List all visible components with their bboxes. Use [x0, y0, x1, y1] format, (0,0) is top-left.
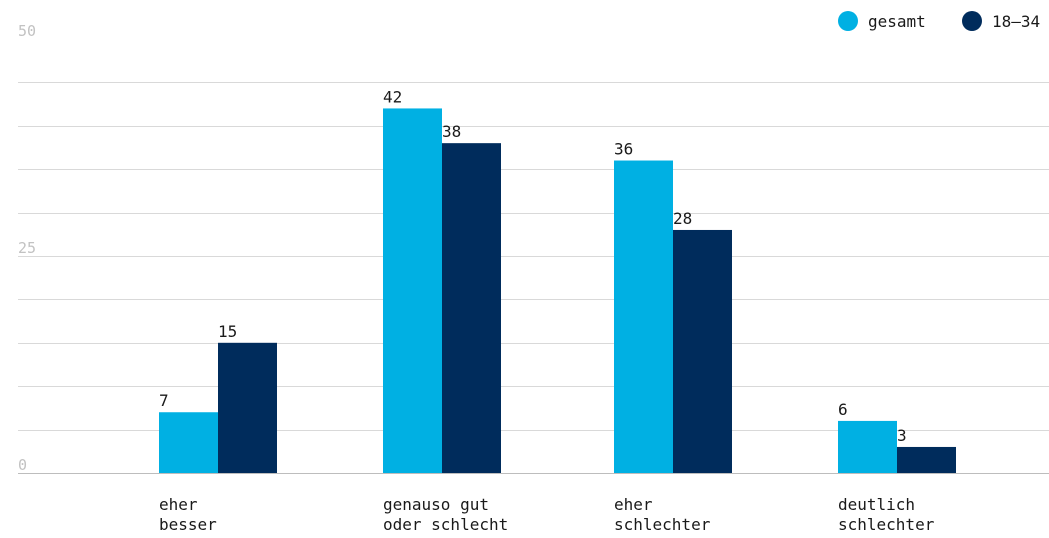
bar — [673, 229, 732, 473]
value-label: 38 — [442, 122, 461, 141]
category-label: deutlich — [838, 495, 915, 514]
category-label: genauso gut — [383, 495, 489, 514]
y-tick-label: 25 — [18, 239, 36, 257]
bar — [383, 108, 442, 473]
bar — [442, 143, 501, 473]
y-tick-label: 0 — [18, 456, 27, 474]
value-label: 42 — [383, 87, 402, 106]
y-axis-ticks: 0 25 50 — [18, 22, 36, 474]
bar — [614, 160, 673, 473]
y-tick-label: 50 — [18, 22, 36, 40]
value-label: 36 — [614, 140, 633, 159]
category-label: schlechter — [838, 515, 935, 534]
legend-swatch — [962, 11, 982, 31]
category-label: eher — [159, 495, 198, 514]
value-label: 7 — [159, 391, 169, 410]
bar — [897, 446, 956, 473]
category-label: schlechter — [614, 515, 711, 534]
grid-lines — [18, 82, 1049, 474]
value-label: 3 — [897, 426, 907, 445]
value-label: 6 — [838, 400, 848, 419]
category-label: eher — [614, 495, 653, 514]
bars — [159, 108, 956, 473]
category-label: oder schlecht — [383, 515, 508, 534]
legend-swatch — [838, 11, 858, 31]
bar — [218, 342, 277, 473]
bar — [838, 420, 897, 473]
legend: gesamt 18–34 — [838, 11, 1040, 31]
category-label: besser — [159, 515, 217, 534]
legend-label: 18–34 — [992, 12, 1040, 31]
value-label: 28 — [673, 209, 692, 228]
bar — [159, 412, 218, 473]
value-labels: 7 15 42 38 36 28 6 3 — [159, 87, 907, 445]
value-label: 15 — [218, 322, 237, 341]
legend-label: gesamt — [868, 12, 926, 31]
